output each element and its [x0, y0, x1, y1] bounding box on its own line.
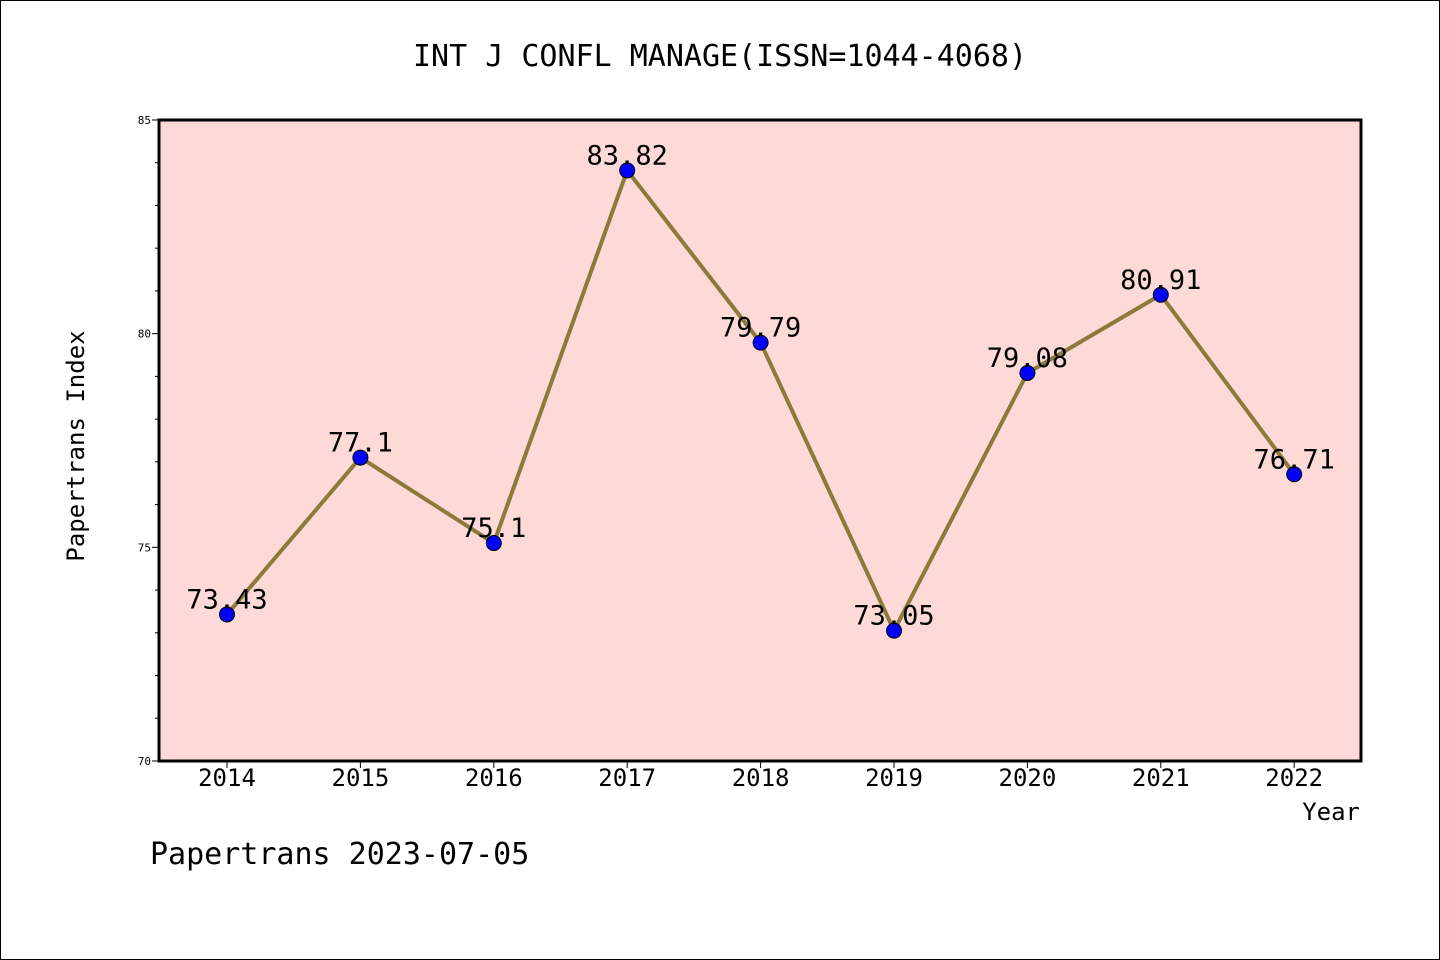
data-point-marker: [1286, 466, 1303, 483]
x-tick-label: 2018: [732, 764, 790, 792]
x-tick-label: 2021: [1132, 764, 1190, 792]
x-tick-label: 2016: [465, 764, 523, 792]
data-point-marker: [485, 535, 502, 552]
x-tick-label: 2020: [999, 764, 1057, 792]
data-point-marker: [1019, 364, 1036, 381]
data-point-marker: [619, 162, 636, 179]
data-label: 75.1: [461, 513, 526, 544]
data-label: 79.79: [720, 313, 801, 344]
x-axis-ticks: 2014 2015 2016 2017 2018 2019 2020 2021 2022: [198, 761, 1323, 792]
data-point-marker: [219, 606, 235, 623]
footer-source-date: Papertrans 2023-07-05: [150, 837, 529, 872]
y-axis-ticks: 70 75 80 85: [138, 114, 159, 768]
x-tick-label: 2022: [1265, 764, 1323, 792]
x-tick-label: 2019: [865, 764, 923, 792]
plot-area: [157, 118, 1363, 763]
data-label: 76.71: [1254, 444, 1335, 475]
x-tick-label: 2015: [332, 764, 390, 792]
x-tick-label: 2017: [598, 764, 656, 792]
data-label: 79.08: [987, 343, 1068, 374]
data-label: 73.43: [186, 584, 267, 615]
y-tick-label: 70: [138, 755, 151, 768]
y-tick-label: 75: [138, 541, 151, 554]
y-tick-label: 80: [138, 328, 151, 341]
data-point-marker: [886, 622, 902, 639]
data-point-marker: [352, 449, 369, 466]
data-label: 73.05: [853, 601, 934, 632]
data-points: [219, 162, 1303, 639]
data-label: 83.82: [587, 140, 668, 171]
chart-title: INT J CONFL MANAGE(ISSN=1044-4068): [413, 39, 1027, 74]
y-axis-label: Papertrans Index: [62, 330, 90, 561]
data-point-marker: [1152, 286, 1169, 303]
x-tick-label: 2014: [198, 764, 256, 792]
x-axis-label: Year: [1302, 798, 1360, 826]
data-label: 80.91: [1120, 265, 1201, 296]
data-labels: 73.43 77.1 75.1 83.82 79.79 73.05 79.08 80.91 76…: [186, 140, 1334, 631]
data-point-marker: [752, 334, 769, 351]
data-label: 77.1: [328, 428, 393, 459]
y-tick-label: 85: [138, 114, 151, 127]
